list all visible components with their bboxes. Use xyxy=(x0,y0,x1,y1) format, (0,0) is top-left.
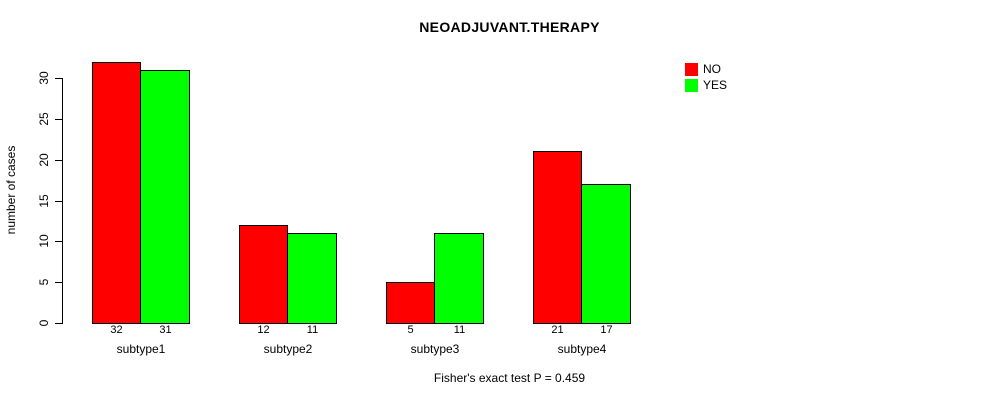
y-tick-label-text: 20 xyxy=(37,153,51,167)
chart-title: NEOADJUVANT.THERAPY xyxy=(419,19,600,35)
annotation-text: Fisher's exact test P = 0.459 xyxy=(433,371,586,385)
category-label-subtype2: subtype2 xyxy=(263,342,313,356)
bar-subtype3-yes xyxy=(434,233,484,324)
bar-subtype4-yes xyxy=(581,184,631,324)
category-label-subtype3: subtype3 xyxy=(410,342,460,356)
category-label-subtype4: subtype4 xyxy=(557,342,607,356)
y-axis-label-text: number of cases xyxy=(4,145,18,235)
y-tick-label-text: 10 xyxy=(37,234,51,248)
y-tick-label-text: 5 xyxy=(37,278,51,286)
y-tick-label-text: 30 xyxy=(37,71,51,85)
y-tick-label-text: 0 xyxy=(37,319,51,327)
bar-value-label: 11 xyxy=(453,324,466,336)
legend-label-no: NO xyxy=(703,62,721,76)
bar-subtype3-no xyxy=(386,282,435,324)
y-tick-label-text: 25 xyxy=(37,112,51,126)
bar-value-label: 32 xyxy=(110,324,123,336)
bar-value-label: 31 xyxy=(159,324,172,336)
bar-subtype4-no xyxy=(533,151,582,324)
y-tick-label-text: 15 xyxy=(37,194,51,208)
y-tick-mark xyxy=(55,119,62,120)
bar-value-label: 17 xyxy=(600,324,613,336)
legend-swatch-yes xyxy=(685,79,698,92)
bar-subtype1-yes xyxy=(140,70,190,324)
bar-subtype2-no xyxy=(239,225,288,324)
bar-value-label: 21 xyxy=(551,324,564,336)
bar-value-label: 12 xyxy=(257,324,270,336)
y-tick-mark xyxy=(55,160,62,161)
legend-label-yes: YES xyxy=(703,78,728,92)
y-tick-mark xyxy=(55,241,62,242)
y-tick-mark xyxy=(55,323,62,324)
bar-subtype2-yes xyxy=(287,233,337,324)
legend-swatch-no xyxy=(685,63,698,76)
bar-value-label: 11 xyxy=(306,324,319,336)
y-axis-line xyxy=(62,78,63,324)
y-tick-mark xyxy=(55,201,62,202)
category-label-subtype1: subtype1 xyxy=(116,342,166,356)
y-tick-mark xyxy=(55,282,62,283)
bar-subtype1-no xyxy=(92,62,141,324)
y-tick-mark xyxy=(55,78,62,79)
bar-value-label: 5 xyxy=(407,324,414,336)
